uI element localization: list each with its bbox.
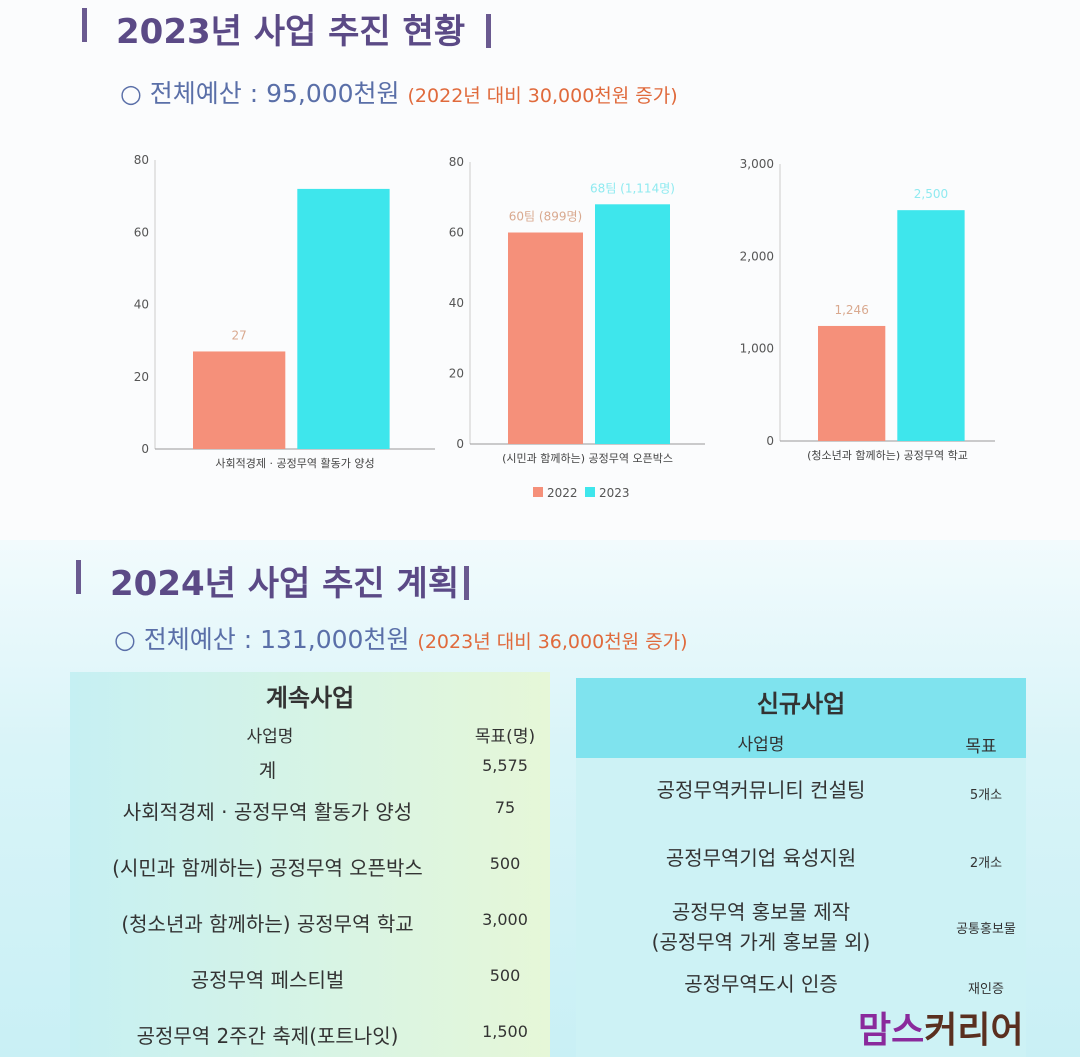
bar-2023 xyxy=(897,210,965,441)
row-target: 500 xyxy=(489,854,521,873)
y-tick-label: 0 xyxy=(141,442,149,456)
bar-2022 xyxy=(193,351,286,449)
bar-2023 xyxy=(297,188,390,449)
bar-2022 xyxy=(508,232,583,444)
row-name: 공정무역 페스티벌 xyxy=(190,968,345,992)
row-target: 2개소 xyxy=(969,856,1003,871)
col-header-target: 목표(명) xyxy=(474,727,536,747)
row-name: 공정무역기업 육성지원 xyxy=(665,846,857,870)
legend-label: 2022 xyxy=(547,486,578,500)
y-tick-label: 1,000 xyxy=(740,342,774,356)
logo-part-b: 커리어 xyxy=(924,1010,1024,1051)
y-tick-label: 2,000 xyxy=(740,249,774,263)
budget-2023-increase: (2022년 대비 30,000천원 증가) xyxy=(407,85,678,107)
legend-swatch-2023 xyxy=(585,487,595,497)
charts-2023: 0 20 40 60 80 27 사회적경제 · 공정무역 활동가 양성 0 20 40 60 80 6… xyxy=(134,153,995,500)
y-tick-label: 20 xyxy=(134,370,149,384)
budget-2024-text: ○ 전체예산 : 131,000천원 xyxy=(114,625,410,654)
row-target: 3,000 xyxy=(482,910,528,929)
row-target: 재인증 xyxy=(968,982,1004,997)
logo-part-a: 맘스 xyxy=(858,1010,925,1051)
row-target: 5개소 xyxy=(969,788,1003,803)
x-category-label: (청소년과 함께하는) 공정무역 학교 xyxy=(807,448,968,462)
data-label: 2,500 xyxy=(914,187,948,201)
bar-2023 xyxy=(595,204,670,444)
title-marker xyxy=(76,560,81,594)
section-2023-title: 2023년 사업 추진 현황 xyxy=(116,12,466,52)
title-marker xyxy=(82,8,87,42)
table-title: 신규사업 xyxy=(756,690,846,718)
row-name: 공정무역 홍보물 제작 xyxy=(671,900,851,924)
row-name: 계 xyxy=(258,760,277,782)
row-name: 공정무역커뮤니티 컨설팅 xyxy=(656,778,866,802)
row-name: 공정무역도시 인증 xyxy=(684,972,838,996)
header-band xyxy=(576,678,1026,758)
y-tick-label: 80 xyxy=(449,155,464,169)
y-tick-label: 0 xyxy=(766,434,774,448)
row-name: 공정무역 2주간 축제(포트나잇) xyxy=(136,1024,399,1048)
budget-2023-text: ○ 전체예산 : 95,000천원 xyxy=(120,79,400,108)
row-name: 사회적경제 · 공정무역 활동가 양성 xyxy=(122,800,413,824)
row-name-line2: (공정무역 가게 홍보물 외) xyxy=(651,930,871,954)
budget-2023: ○ 전체예산 : 95,000천원 (2022년 대비 30,000천원 증가) xyxy=(120,74,678,110)
row-target: 500 xyxy=(489,966,521,985)
watermark-logo: 맘스커리어 xyxy=(858,1010,1024,1052)
row-name: (시민과 함께하는) 공정무역 오픈박스 xyxy=(112,856,423,880)
row-target: 공통홍보물 xyxy=(956,922,1016,937)
col-header-name: 사업명 xyxy=(737,735,785,755)
row-target: 5,575 xyxy=(482,756,528,775)
y-tick-label: 20 xyxy=(449,367,464,381)
legend-label: 2023 xyxy=(599,486,630,500)
budget-2024-increase: (2023년 대비 36,000천원 증가) xyxy=(417,631,688,653)
bar-2022 xyxy=(818,325,886,441)
y-tick-label: 60 xyxy=(449,226,464,240)
y-tick-label: 60 xyxy=(134,225,149,239)
row-target: 1,500 xyxy=(482,1022,528,1041)
data-label: 27 xyxy=(232,328,247,342)
data-label: 68팀 (1,114명) xyxy=(590,181,675,195)
y-tick-label: 3,000 xyxy=(740,157,774,171)
title-marker xyxy=(486,14,491,48)
row-name: (청소년과 함께하는) 공정무역 학교 xyxy=(121,912,414,936)
x-category-label: 사회적경제 · 공정무역 활동가 양성 xyxy=(215,456,374,470)
title-marker xyxy=(464,566,469,600)
y-tick-label: 80 xyxy=(134,153,149,167)
legend-swatch-2022 xyxy=(533,487,543,497)
data-label: 60팀 (899명) xyxy=(509,210,582,224)
col-header-name: 사업명 xyxy=(246,727,294,747)
y-tick-label: 0 xyxy=(456,437,464,451)
y-tick-label: 40 xyxy=(449,296,464,310)
data-label: 1,246 xyxy=(834,303,868,317)
col-header-target: 목표 xyxy=(965,737,997,757)
continuing-projects-table: 계속사업 사업명 목표(명) 계 5,575 사회적경제 · 공정무역 활동가 양성… xyxy=(70,672,550,1057)
row-target: 75 xyxy=(494,798,516,817)
section-2024-title: 2024년 사업 추진 계획 xyxy=(110,564,460,604)
table-title: 계속사업 xyxy=(265,684,355,712)
budget-2024: ○ 전체예산 : 131,000천원 (2023년 대비 36,000천원 증가… xyxy=(114,620,688,656)
x-category-label: (시민과 함께하는) 공정무역 오픈박스 xyxy=(502,451,673,465)
y-tick-label: 40 xyxy=(134,298,149,312)
